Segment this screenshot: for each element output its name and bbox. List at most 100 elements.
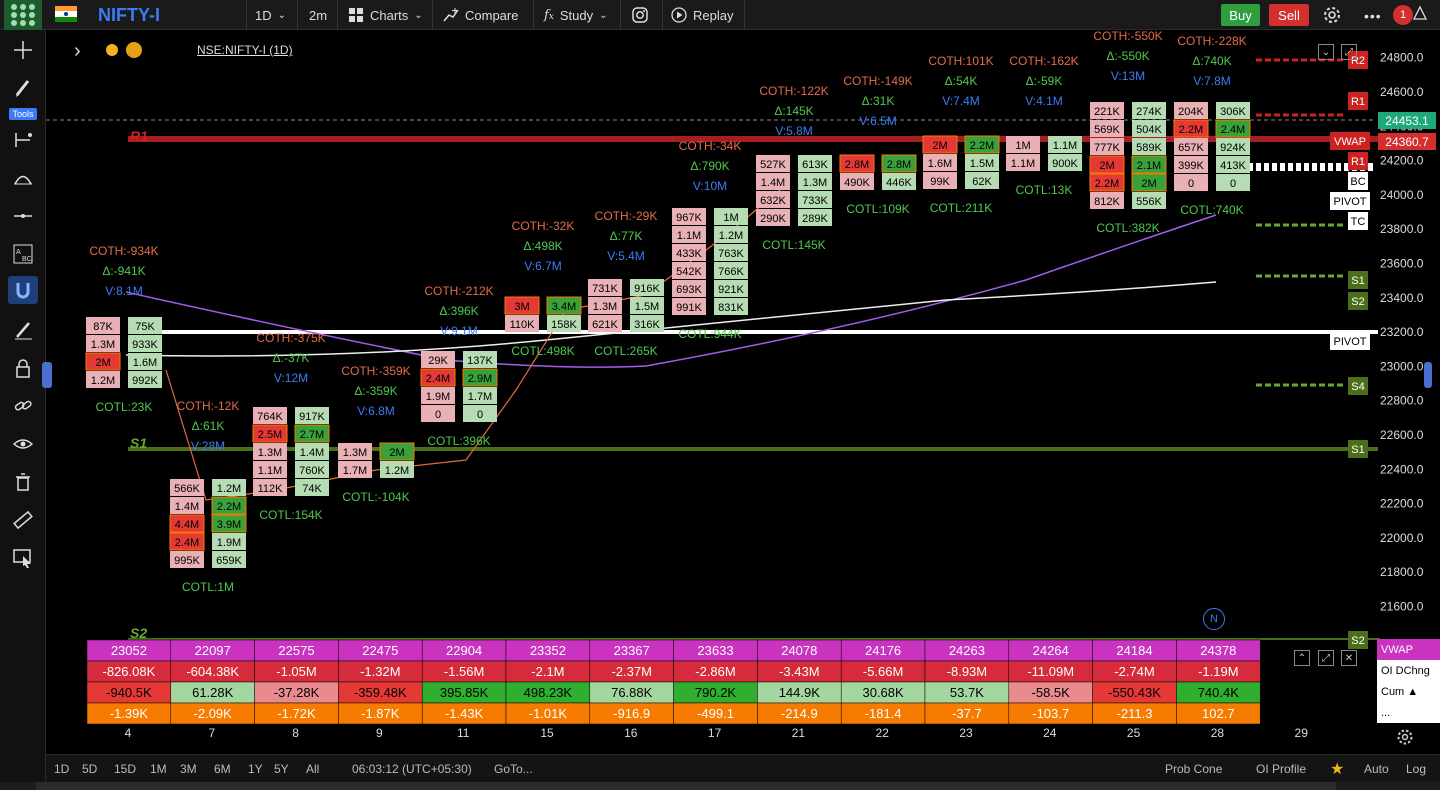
range-15d[interactable]: 15D: [114, 762, 137, 776]
sell-volume-cell: [1006, 136, 1040, 153]
legend-more[interactable]: ...: [1381, 706, 1391, 719]
legend-cum[interactable]: Cum ▲: [1381, 685, 1419, 698]
buy-volume-cell: [1216, 138, 1250, 155]
expand-arrow-icon[interactable]: ›: [74, 40, 81, 62]
magnet-icon[interactable]: [8, 276, 38, 304]
level-tag-box: [1348, 51, 1368, 69]
notification-icon[interactable]: 1: [1393, 5, 1413, 25]
sell-volume-value: 566K: [174, 483, 200, 495]
horizontal-scrollbar[interactable]: [0, 782, 1440, 790]
chart-settings-gear-icon[interactable]: [1396, 728, 1414, 746]
star-icon[interactable]: ★: [1330, 761, 1345, 778]
range-1y[interactable]: 1Y: [248, 762, 263, 776]
level-tag-label: R1: [1351, 96, 1365, 108]
table-cell-value: 24263: [949, 643, 985, 658]
pencil-icon[interactable]: [8, 74, 38, 102]
buy-volume-cell: [798, 173, 832, 190]
study-dropdown[interactable]: fx Study ⌄: [544, 0, 608, 30]
table-cell-value: 790.2K: [695, 685, 737, 700]
range-5d[interactable]: 5D: [82, 762, 98, 776]
bottom-toolbar: 1D 5D 15D 1M 3M 6M 1Y 5Y All 06:03:12 (U…: [46, 754, 1440, 782]
bar-stat-label: V:6.5M: [859, 114, 897, 128]
sell-volume-value: 967K: [676, 212, 702, 224]
scrollbar-thumb[interactable]: [36, 782, 1336, 790]
range-1d[interactable]: 1D: [54, 762, 70, 776]
level-letter: R1: [130, 128, 148, 144]
chart-area[interactable]: 24800.024600.024400.024200.024000.023800…: [42, 30, 1440, 754]
buy-button[interactable]: Buy: [1221, 4, 1260, 26]
cotl-label: COTL:740K: [1180, 203, 1243, 217]
price-tick-label: 22400.0: [1380, 462, 1424, 476]
x-axis-label: 23: [959, 726, 973, 740]
lock-icon[interactable]: [8, 354, 38, 382]
horizontal-line-icon[interactable]: [8, 202, 38, 230]
goto-button[interactable]: GoTo...: [494, 762, 533, 776]
table-cell-value: 22904: [446, 643, 482, 658]
more-options-icon[interactable]: •••: [1364, 8, 1382, 24]
trash-icon[interactable]: [8, 468, 38, 496]
buy-volume-value: 75K: [135, 321, 155, 333]
legend-oi-dchng[interactable]: OI DChng: [1381, 664, 1430, 677]
oi-profile-button[interactable]: OI Profile: [1256, 762, 1307, 776]
settings-gear-icon[interactable]: [1322, 5, 1342, 25]
range-6m[interactable]: 6M: [214, 762, 231, 776]
price-tick-label: 22800.0: [1380, 394, 1424, 408]
alert-triangle-icon[interactable]: [1412, 5, 1428, 23]
text-annotation-icon[interactable]: A BC: [8, 240, 38, 268]
charts-dropdown[interactable]: Charts ⌄: [348, 0, 423, 30]
eye-icon[interactable]: [8, 430, 38, 458]
indicator-n-icon[interactable]: N: [1203, 608, 1225, 630]
scroll-left-handle[interactable]: [42, 362, 52, 388]
interval-label: 1D: [255, 7, 272, 23]
range-1m[interactable]: 1M: [150, 762, 167, 776]
sell-volume-cell: [169, 514, 205, 533]
replay-button[interactable]: Replay: [671, 0, 733, 30]
ruler-icon[interactable]: [8, 506, 38, 534]
crosshair-icon[interactable]: [8, 36, 38, 64]
bar-stat-label: Δ:-59K: [1026, 74, 1063, 88]
scroll-right-handle[interactable]: [1424, 362, 1432, 388]
maximize-panel-icon[interactable]: ⤢: [1341, 44, 1357, 60]
interval-dropdown[interactable]: 1D ⌄: [255, 0, 286, 30]
table-cell-value: 24378: [1200, 643, 1236, 658]
footprint-chart[interactable]: 24800.024600.024400.024200.024000.023800…: [46, 30, 1440, 754]
panel-maximize-icon[interactable]: ⤢: [1318, 650, 1334, 666]
symbol-selector[interactable]: NIFTY-I: [98, 0, 160, 30]
panel-up-icon[interactable]: ⌃: [1294, 650, 1310, 666]
x-axis-label: 9: [376, 726, 383, 740]
prob-cone-button[interactable]: Prob Cone: [1165, 762, 1223, 776]
buy-volume-cell: [211, 496, 247, 515]
buy-volume-value: 2.1M: [1137, 160, 1161, 172]
trend-line-icon[interactable]: [8, 126, 38, 154]
profile-icon[interactable]: [8, 164, 38, 192]
sell-volume-cell: [756, 173, 790, 190]
app-logo[interactable]: [4, 0, 42, 30]
legend-vwap[interactable]: VWAP: [1377, 639, 1440, 660]
link-icon[interactable]: [8, 392, 38, 420]
buy-volume-value: 924K: [1220, 142, 1246, 154]
instagram-button[interactable]: [632, 0, 648, 30]
sell-volume-cell: [672, 280, 706, 297]
sell-volume-cell: [756, 155, 790, 172]
buy-volume-cell: [463, 387, 497, 404]
buy-volume-value: 1.6M: [133, 357, 157, 369]
buy-volume-cell: [463, 405, 497, 422]
range-all[interactable]: All: [306, 762, 320, 776]
buy-volume-cell: [380, 461, 414, 478]
measure-pen-icon[interactable]: [8, 316, 38, 344]
chart-symbol-title[interactable]: NSE:NIFTY-I (1D): [197, 43, 293, 57]
timeframe-button[interactable]: 2m: [309, 0, 327, 30]
sell-volume-value: 569K: [1094, 124, 1120, 136]
range-3m[interactable]: 3M: [180, 762, 197, 776]
price-tick-label: 24800.0: [1380, 51, 1424, 65]
auto-scale-button[interactable]: Auto: [1364, 762, 1389, 776]
buy-volume-cell: [1132, 138, 1166, 155]
log-scale-button[interactable]: Log: [1406, 762, 1427, 776]
compare-button[interactable]: Compare: [443, 0, 518, 30]
range-5y[interactable]: 5Y: [274, 762, 289, 776]
panel-close-icon[interactable]: ✕: [1341, 650, 1357, 666]
sell-button[interactable]: Sell: [1269, 4, 1309, 26]
cursor-select-icon[interactable]: [8, 544, 38, 572]
table-cell-value: -214.9: [781, 706, 818, 721]
collapse-panel-icon[interactable]: ⌄: [1318, 44, 1334, 60]
